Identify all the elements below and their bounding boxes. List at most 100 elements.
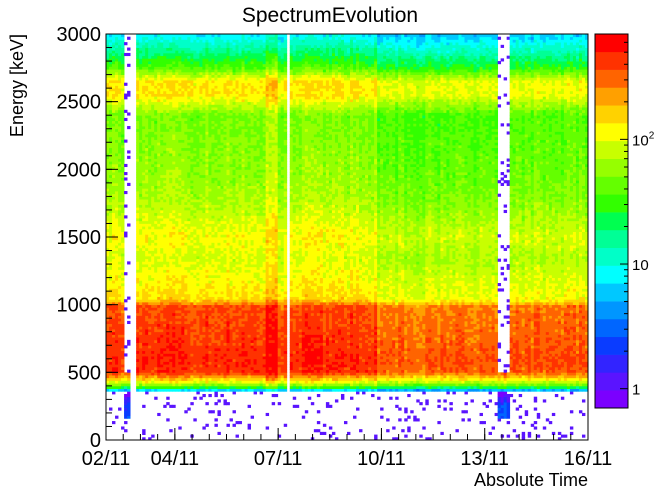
heatmap-cell [193, 150, 197, 154]
heatmap-cell [148, 161, 152, 165]
heatmap-cell [223, 174, 227, 178]
heatmap-cell [151, 42, 155, 46]
heatmap-cell [223, 255, 227, 260]
heatmap-cell [118, 58, 122, 62]
heatmap-cell [211, 98, 215, 103]
heatmap-cell [121, 356, 125, 360]
heatmap-cell [169, 326, 173, 330]
heatmap-cell [106, 245, 110, 249]
heatmap-cell [160, 307, 164, 311]
heatmap-cell [163, 209, 167, 214]
heatmap-cell [220, 199, 224, 203]
heatmap-cell [139, 144, 143, 149]
heatmap-cell [178, 126, 182, 130]
heatmap-cell [181, 269, 185, 273]
heatmap-cell [205, 63, 209, 67]
heatmap-cell [160, 174, 164, 178]
heatmap-cell [166, 266, 170, 270]
heatmap-cell [196, 58, 200, 62]
heatmap-cell [142, 310, 146, 314]
heatmap-cell [223, 66, 227, 70]
heatmap-cell [190, 301, 194, 306]
heatmap-cell [121, 34, 125, 38]
heatmap-cell [115, 218, 119, 222]
heatmap-cell [163, 63, 167, 67]
heatmap-cell [178, 174, 182, 178]
heatmap-cell [178, 80, 182, 84]
heatmap-cell [220, 347, 224, 352]
heatmap-cell [169, 274, 173, 278]
heatmap-cell [127, 150, 131, 154]
heatmap-cell [145, 334, 149, 338]
heatmap-cell [184, 128, 188, 132]
heatmap-cell [187, 174, 191, 178]
heatmap-cell [187, 182, 191, 186]
heatmap-cell [148, 120, 152, 124]
heatmap-cell [178, 120, 182, 124]
heatmap-cell [112, 212, 116, 216]
heatmap-cell [199, 144, 203, 149]
heatmap-cell [169, 404, 173, 408]
heatmap-cell [208, 136, 212, 140]
heatmap-cell [127, 52, 131, 57]
heatmap-cell [214, 123, 218, 127]
heatmap-cell [151, 361, 155, 365]
heatmap-cell [154, 255, 158, 260]
heatmap-cell [214, 296, 218, 300]
heatmap-cell [115, 234, 119, 238]
heatmap-cell [223, 215, 227, 219]
heatmap-cell [142, 404, 146, 408]
heatmap-cell [157, 112, 161, 116]
heatmap-cell [160, 190, 164, 195]
heatmap-cell [205, 199, 209, 203]
heatmap-cell [199, 207, 203, 211]
heatmap-cell [217, 107, 221, 111]
heatmap-cell [202, 215, 206, 219]
heatmap-cell [106, 226, 110, 230]
heatmap-cell [136, 136, 140, 140]
heatmap-cell [142, 169, 146, 173]
heatmap-cell [106, 215, 110, 219]
heatmap-cell [109, 372, 113, 376]
heatmap-cell [175, 63, 179, 67]
heatmap-cell [220, 345, 224, 349]
heatmap-cell [175, 242, 179, 246]
heatmap-cell [154, 185, 158, 189]
heatmap-cell [220, 366, 224, 371]
heatmap-cell [211, 301, 215, 306]
heatmap-cell [202, 42, 206, 46]
heatmap-cell [193, 117, 197, 122]
heatmap-cell [148, 172, 152, 176]
heatmap-cell [184, 201, 188, 205]
heatmap-cell [109, 58, 113, 62]
heatmap-cell [115, 185, 119, 189]
heatmap-cell [208, 393, 212, 398]
heatmap-cell [184, 34, 188, 38]
heatmap-cell [205, 163, 209, 168]
heatmap-cell [172, 383, 176, 387]
heatmap-cell [178, 323, 182, 327]
heatmap-cell [199, 272, 203, 276]
heatmap-cell [160, 107, 164, 111]
heatmap-cell [226, 161, 230, 165]
heatmap-cell [184, 185, 188, 189]
heatmap-cell [112, 310, 116, 314]
heatmap-cell [118, 312, 122, 316]
heatmap-cell [226, 196, 230, 200]
heatmap-cell [115, 212, 119, 216]
heatmap-cell [205, 112, 209, 116]
heatmap-cell [187, 339, 191, 343]
heatmap-cell [118, 126, 122, 130]
heatmap-cell [172, 375, 176, 379]
heatmap-cell [175, 136, 179, 140]
heatmap-cell [121, 366, 125, 371]
heatmap-cell [223, 212, 227, 216]
heatmap-cell [163, 101, 167, 105]
heatmap-cell [205, 209, 209, 214]
heatmap-cell [208, 231, 212, 235]
heatmap-cell [166, 112, 170, 116]
heatmap-cell [148, 255, 152, 260]
chart-title: SpectrumEvolution [242, 4, 418, 27]
heatmap-cell [220, 117, 224, 122]
heatmap-cell [115, 61, 119, 65]
